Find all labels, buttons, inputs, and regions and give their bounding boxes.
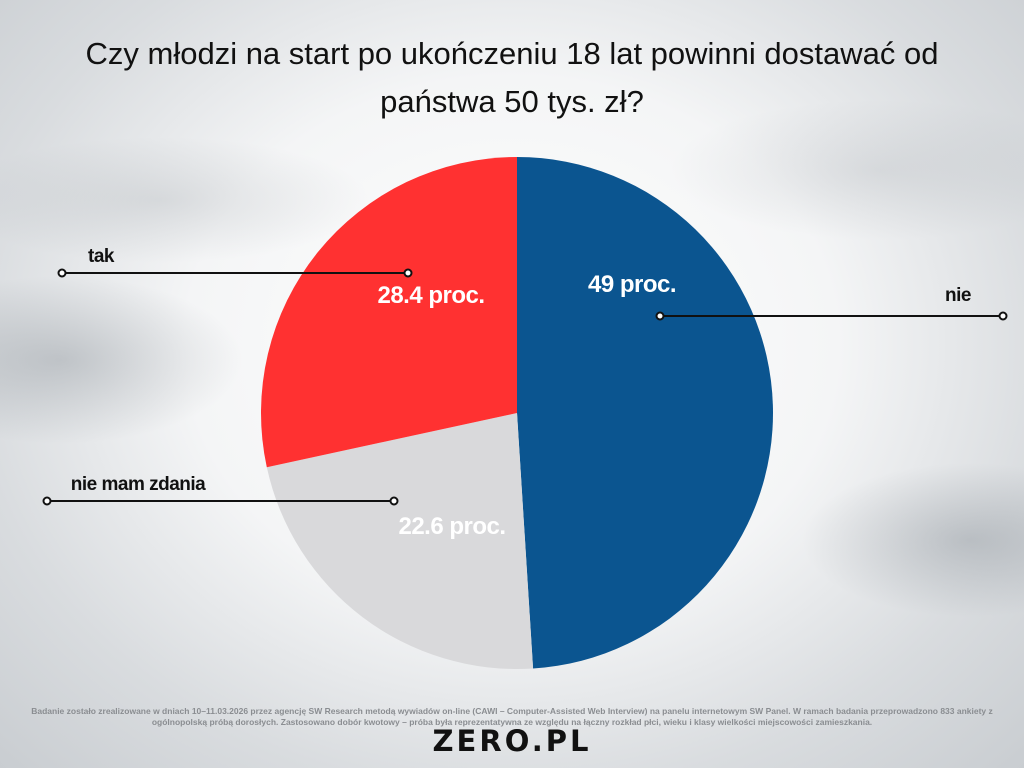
callout-dot-nie-mam-zdania-1 [42,496,52,506]
callout-dot-tak-1 [57,268,67,278]
pie-slice-tak [261,157,517,468]
chart-title: Czy młodzi na start po ukończeniu 18 lat… [85,36,939,119]
category-label-tak: tak [88,246,115,267]
pie-slice-nie-mam-zdania [266,413,534,669]
survey-footnote: Badanie zostało zrealizowane w dniach 10… [31,706,993,727]
callout-dot-nie-mam-zdania-0 [389,496,399,506]
value-label-nie-mam-zdania: 22.6 proc. [398,513,505,540]
callout-dot-nie-1 [998,311,1008,321]
callout-dot-nie-0 [655,311,665,321]
category-label-nie-mam-zdania: nie mam zdania [71,474,206,495]
callout-dot-tak-0 [403,268,413,278]
brand-logo: ZERO.PL [432,724,592,758]
category-label-nie: nie [945,285,971,306]
pie-slice-nie [517,157,773,669]
value-label-tak: 28.4 proc. [377,282,484,309]
value-label-nie: 49 proc. [588,271,676,298]
